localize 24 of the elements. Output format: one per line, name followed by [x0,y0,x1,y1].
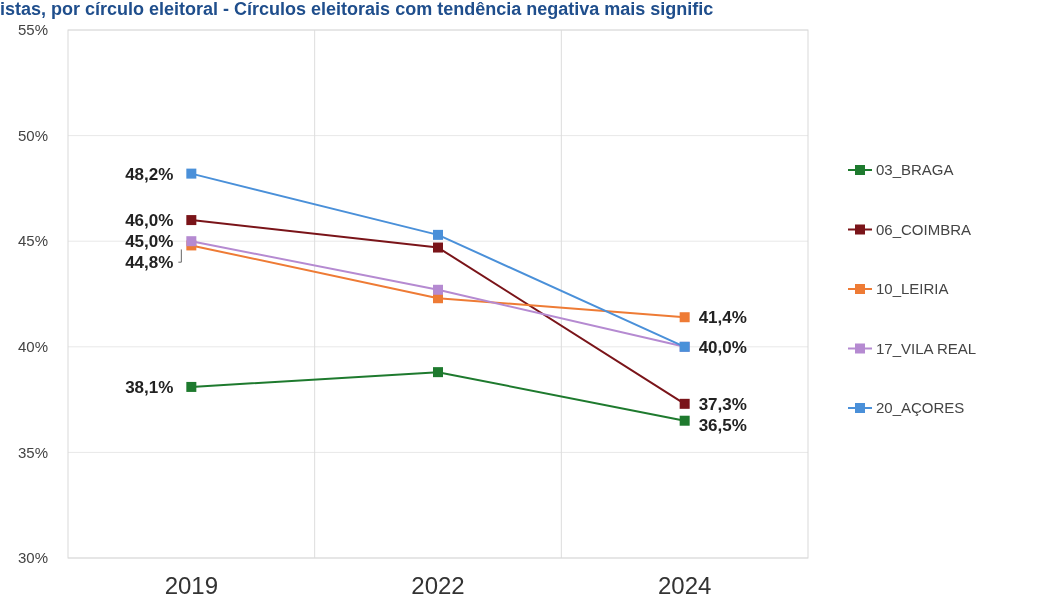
legend-label: 20_AÇORES [876,399,965,417]
legend-label: 06_COIMBRA [876,220,972,238]
data-label: 38,1% [125,377,174,397]
data-label: 46,0% [125,211,174,231]
y-tick-label: 55% [17,21,48,39]
chart-title: istas, por círculo eleitoral - Círculos eleitorais com tendência negativa mais signific [0,0,714,19]
data-label: 36,5% [698,415,747,435]
y-tick-label: 50% [17,126,48,144]
y-tick-label: 30% [17,549,48,567]
x-tick-label: 2024 [657,572,712,599]
data-label: 44,8% [125,253,174,273]
y-tick-label: 40% [17,338,48,356]
data-label: 40,0% [698,337,747,357]
legend-label: 17_VILA REAL [876,339,977,357]
legend-label: 03_BRAGA [876,161,954,179]
y-tick-label: 45% [17,232,48,250]
x-tick-label: 2019 [164,572,219,599]
y-tick-label: 35% [17,443,48,461]
data-label: 37,3% [698,394,747,414]
x-tick-label: 2022 [411,572,465,599]
legend-label: 10_LEIRIA [876,280,949,298]
data-label: 41,4% [698,308,747,328]
data-label: 45,0% [125,232,174,252]
data-label: 48,2% [125,164,174,184]
